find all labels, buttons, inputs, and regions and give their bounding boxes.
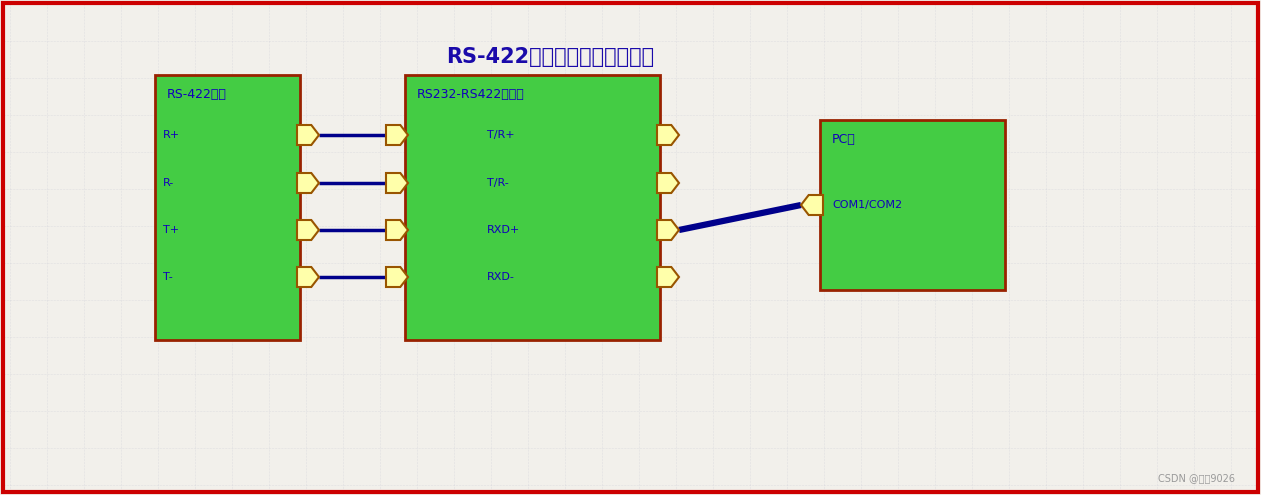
- Text: PC机: PC机: [832, 133, 856, 146]
- Text: RS-422设备: RS-422设备: [166, 88, 227, 101]
- Polygon shape: [657, 125, 678, 145]
- Text: COM1/COM2: COM1/COM2: [832, 200, 902, 210]
- Text: R+: R+: [163, 130, 180, 140]
- Polygon shape: [657, 173, 678, 193]
- Text: T/R-: T/R-: [487, 178, 508, 188]
- Bar: [820, 120, 1005, 290]
- Polygon shape: [298, 125, 319, 145]
- Polygon shape: [386, 125, 409, 145]
- Polygon shape: [298, 267, 319, 287]
- Polygon shape: [657, 267, 678, 287]
- Polygon shape: [386, 267, 409, 287]
- Polygon shape: [657, 220, 678, 240]
- Text: R-: R-: [163, 178, 174, 188]
- Text: RS-422点到点四线全双工通信: RS-422点到点四线全双工通信: [446, 47, 654, 67]
- Polygon shape: [386, 220, 409, 240]
- Bar: [405, 75, 660, 340]
- Text: T/R+: T/R+: [487, 130, 514, 140]
- Text: CSDN @木木9026: CSDN @木木9026: [1158, 473, 1235, 483]
- Text: RS232-RS422转换头: RS232-RS422转换头: [417, 88, 525, 101]
- Polygon shape: [386, 173, 409, 193]
- Text: RXD+: RXD+: [487, 225, 520, 235]
- Polygon shape: [801, 195, 823, 215]
- Polygon shape: [298, 220, 319, 240]
- Bar: [155, 75, 300, 340]
- Text: RXD-: RXD-: [487, 272, 514, 282]
- Text: T+: T+: [163, 225, 179, 235]
- Text: T-: T-: [163, 272, 173, 282]
- Polygon shape: [298, 173, 319, 193]
